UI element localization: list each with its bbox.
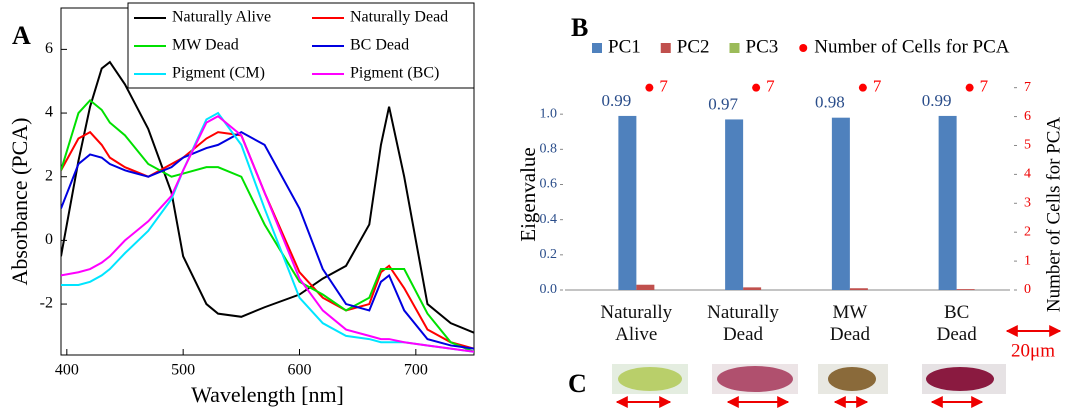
cell-count-dot: [965, 83, 974, 92]
cell-count-dot: [752, 83, 761, 92]
y2-tick-label: 4: [1024, 167, 1031, 182]
y2-axis-label: Number of Cells for PCA: [1043, 117, 1064, 313]
bar: [618, 115, 637, 290]
y2-tick-label: 5: [1024, 138, 1031, 153]
y2-tick-label: 7: [1024, 80, 1031, 95]
y-axis-label: Absorbance (PCA): [7, 117, 32, 285]
legend-swatch: [660, 43, 671, 53]
bar: [956, 289, 975, 290]
y2-tick-label: 0: [1024, 282, 1031, 297]
x-tick-label: Naturally Alive: [600, 302, 673, 345]
y-tick-label: 0.6: [540, 177, 558, 192]
legend-label: PC1: [608, 36, 641, 57]
y-tick-label: -2: [40, 295, 53, 312]
x-tick-label: BC Dead: [936, 302, 977, 345]
bar: [849, 288, 868, 290]
data-label: 0.97: [708, 94, 738, 113]
line-series: [61, 98, 474, 353]
panel-label: C: [568, 369, 587, 398]
y-tick-label: 0.2: [540, 247, 558, 262]
y2-tick-label: 3: [1024, 196, 1031, 211]
legend-swatch: [799, 44, 808, 52]
data-label: 7: [980, 77, 989, 96]
legend-label: Pigment (CM): [172, 65, 265, 82]
y2-tick-label: 2: [1024, 224, 1031, 239]
legend-swatch: [592, 43, 602, 53]
panel-label: A: [12, 21, 31, 50]
bar: [636, 284, 655, 290]
x-tick-label: MW Dead: [829, 302, 870, 345]
legend-box: [127, 2, 475, 89]
legend-label: Naturally Alive: [172, 9, 271, 26]
y-tick-label: 1.0: [540, 106, 558, 121]
bar: [725, 119, 744, 290]
legend-label: PC2: [677, 36, 710, 57]
data-label: 7: [766, 77, 775, 96]
legend-label: PC3: [746, 36, 779, 57]
y2-tick-label: 6: [1024, 109, 1031, 124]
micrographs: [612, 325, 1062, 408]
x-tick-label: 700: [404, 362, 428, 379]
line-series: [61, 130, 474, 350]
y-tick-label: 6: [45, 40, 53, 57]
x-tick-label: 600: [287, 362, 311, 379]
scale-bar-label: 20μm: [1011, 340, 1055, 361]
data-label: 0.99: [922, 91, 952, 110]
y-tick-label: 2: [45, 167, 53, 184]
y-tick-label: 0.0: [540, 282, 558, 297]
data-label: 0.99: [602, 91, 632, 110]
line-series: [61, 131, 474, 350]
y-tick-label: 0.4: [540, 212, 558, 227]
legend-label: MW Dead: [172, 37, 239, 54]
data-label: 7: [873, 77, 882, 96]
bar: [938, 115, 957, 290]
data-label: 7: [659, 77, 668, 96]
line-series: [61, 111, 474, 353]
legend-label: Pigment (BC): [350, 65, 439, 82]
x-tick-label: 400: [55, 362, 79, 379]
series-group: [61, 60, 474, 353]
x-axis-label: Wavelength [nm]: [191, 382, 344, 407]
bar: [831, 117, 850, 290]
legend-label: Number of Cells for PCA: [814, 36, 1010, 57]
cell-count-dot: [858, 83, 867, 92]
data-label: 0.98: [815, 93, 845, 112]
x-tick-label: 500: [171, 362, 195, 379]
bar: [743, 287, 762, 290]
y-tick-label: 0.8: [540, 142, 558, 157]
x-tick-label: Naturally Dead: [707, 302, 779, 345]
legend-label: BC Dead: [350, 37, 409, 54]
line-series: [61, 60, 474, 334]
line-series: [61, 115, 474, 353]
legend-swatch: [729, 43, 740, 53]
legend-label: Naturally Dead: [350, 9, 448, 26]
panel-label: B: [571, 13, 588, 42]
cell-count-dot: [645, 83, 654, 92]
y2-tick-label: 1: [1024, 253, 1031, 268]
y-tick-label: 0: [45, 231, 53, 248]
y-tick-label: 4: [45, 104, 53, 121]
y-axis-label: Eigenvalue: [516, 147, 540, 241]
